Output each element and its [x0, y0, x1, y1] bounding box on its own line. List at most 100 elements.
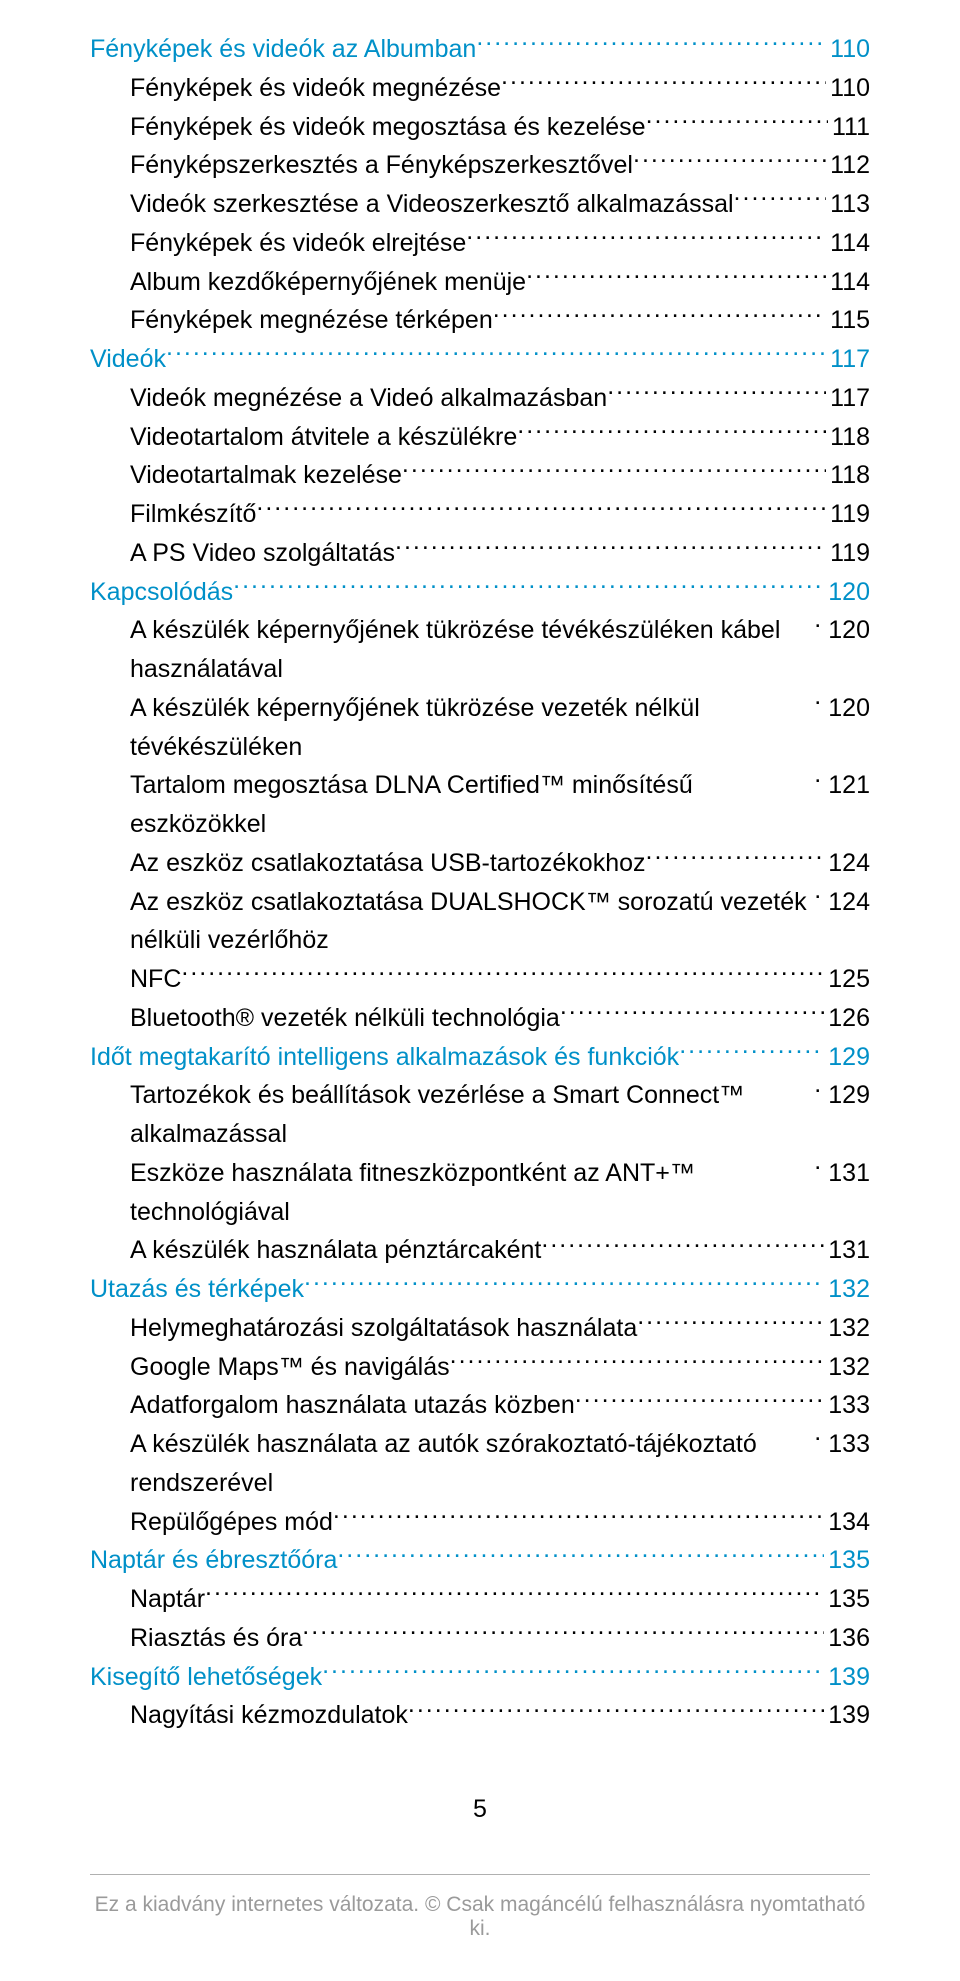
toc-leader-dots [302, 1621, 824, 1646]
toc-page-number: 121 [824, 766, 870, 805]
toc-page-number: 133 [824, 1386, 870, 1425]
toc-label: Helymeghatározási szolgáltatások használ… [130, 1309, 637, 1348]
toc-leader-dots [395, 536, 826, 561]
toc-sub-row: Repülőgépes mód134 [90, 1503, 870, 1542]
toc-page-number: 135 [824, 1580, 870, 1619]
toc-sub-row: Helymeghatározási szolgáltatások használ… [90, 1309, 870, 1348]
toc-sub-row: Videók szerkesztése a Videoszerkesztő al… [90, 185, 870, 224]
toc-label: Utazás és térképek [90, 1270, 304, 1309]
toc-page-number: 120 [824, 611, 870, 650]
toc-leader-dots [560, 1001, 824, 1026]
toc-leader-dots [256, 497, 826, 522]
toc-page-number: 110 [826, 30, 870, 69]
toc-leader-dots [814, 1078, 824, 1103]
toc-sub-row: A készülék használata az autók szórakozt… [90, 1425, 870, 1503]
toc-page-number: 124 [824, 883, 870, 922]
toc-leader-dots [181, 962, 824, 987]
toc-label: A PS Video szolgáltatás [130, 534, 395, 573]
toc-sub-row: Google Maps™ és navigálás132 [90, 1348, 870, 1387]
toc-label: Fényképek megnézése térképen [130, 301, 493, 340]
toc-label: Videók szerkesztése a Videoszerkesztő al… [130, 185, 734, 224]
toc-page-number: 131 [824, 1154, 870, 1193]
toc-sub-row: Riasztás és óra136 [90, 1619, 870, 1658]
toc-label: Riasztás és óra [130, 1619, 302, 1658]
toc-sub-row: A készülék képernyőjének tükrözése tévék… [90, 611, 870, 689]
toc-sub-row: Tartozékok és beállítások vezérlése a Sm… [90, 1076, 870, 1154]
toc-page-number: 135 [824, 1541, 870, 1580]
toc-page-number: 132 [824, 1348, 870, 1387]
toc-leader-dots [646, 846, 825, 871]
toc-section-row: Naptár és ébresztőóra135 [90, 1541, 870, 1580]
toc-leader-dots [814, 1427, 824, 1452]
toc-label: Videók megnézése a Videó alkalmazásban [130, 379, 607, 418]
toc-page-number: 118 [826, 456, 870, 495]
toc-label: Bluetooth® vezeték nélküli technológia [130, 999, 560, 1038]
toc-label: Tartozékok és beállítások vezérlése a Sm… [130, 1076, 814, 1154]
toc-page-number: 131 [824, 1231, 870, 1270]
toc-label: Eszköze használata fitneszközpontként az… [130, 1154, 814, 1232]
toc-sub-row: A készülék használata pénztárcaként 131 [90, 1231, 870, 1270]
toc-label: Videotartalom átvitele a készülékre [130, 418, 517, 457]
toc-leader-dots [408, 1698, 824, 1723]
footer-divider [90, 1874, 870, 1875]
toc-label: Nagyítási kézmozdulatok [130, 1696, 408, 1735]
toc-sub-row: NFC 125 [90, 960, 870, 999]
toc-leader-dots [233, 575, 824, 600]
toc-sub-row: Adatforgalom használata utazás közben133 [90, 1386, 870, 1425]
toc-sub-row: Tartalom megosztása DLNA Certified™ minő… [90, 766, 870, 844]
toc-label: Repülőgépes mód [130, 1503, 333, 1542]
table-of-contents: Fényképek és videók az Albumban110Fényké… [90, 30, 870, 1735]
toc-leader-dots [333, 1505, 824, 1530]
toc-page-number: 114 [826, 263, 870, 302]
toc-leader-dots [814, 885, 824, 910]
toc-page-number: 113 [826, 185, 870, 224]
toc-label: Tartalom megosztása DLNA Certified™ minő… [130, 766, 814, 844]
toc-leader-dots [322, 1660, 824, 1685]
toc-label: A készülék használata pénztárcaként [130, 1231, 541, 1270]
toc-label: Filmkészítő [130, 495, 256, 534]
page-number: 5 [90, 1795, 870, 1824]
toc-section-row: Kisegítő lehetőségek139 [90, 1658, 870, 1697]
toc-label: Az eszköz csatlakoztatása USB-tartozékok… [130, 844, 646, 883]
toc-page-number: 117 [826, 379, 870, 418]
toc-sub-row: Naptár135 [90, 1580, 870, 1619]
toc-sub-row: Videotartalom átvitele a készülékre118 [90, 418, 870, 457]
toc-leader-dots [517, 420, 826, 445]
toc-page-number: 114 [826, 224, 870, 263]
toc-page-number: 111 [828, 108, 870, 147]
toc-sub-row: Bluetooth® vezeték nélküli technológia 12… [90, 999, 870, 1038]
toc-section-row: Videók117 [90, 340, 870, 379]
toc-leader-dots [814, 768, 824, 793]
toc-page-number: 120 [824, 573, 870, 612]
toc-page-number: 125 [824, 960, 870, 999]
toc-label: Fényképek és videók megosztása és kezelé… [130, 108, 646, 147]
toc-page-number: 139 [824, 1696, 870, 1735]
toc-leader-dots [734, 187, 827, 212]
toc-label: Az eszköz csatlakoztatása DUALSHOCK™ sor… [130, 883, 814, 961]
toc-leader-dots [526, 265, 826, 290]
toc-leader-dots [633, 148, 826, 173]
toc-page-number: 139 [824, 1658, 870, 1697]
toc-label: NFC [130, 960, 181, 999]
toc-label: Fényképszerkesztés a Fényképszerkesztőve… [130, 146, 633, 185]
toc-label: A készülék képernyőjének tükrözése tévék… [130, 611, 814, 689]
toc-page-number: 115 [826, 301, 870, 340]
toc-leader-dots [205, 1582, 824, 1607]
toc-leader-dots [607, 381, 826, 406]
toc-page-number: 120 [824, 689, 870, 728]
toc-sub-row: A PS Video szolgáltatás119 [90, 534, 870, 573]
toc-leader-dots [541, 1233, 824, 1258]
toc-label: A készülék használata az autók szórakozt… [130, 1425, 814, 1503]
toc-sub-row: Fényképek és videók megosztása és kezelé… [90, 108, 870, 147]
toc-sub-row: A készülék képernyőjének tükrözése vezet… [90, 689, 870, 767]
toc-sub-row: Album kezdőképernyőjének menüje114 [90, 263, 870, 302]
toc-page-number: 110 [826, 69, 870, 108]
toc-page-number: 126 [824, 999, 870, 1038]
toc-sub-row: Fényképszerkesztés a Fényképszerkesztőve… [90, 146, 870, 185]
toc-leader-dots [501, 71, 826, 96]
toc-label: Videotartalmak kezelése [130, 456, 402, 495]
toc-sub-row: Az eszköz csatlakoztatása DUALSHOCK™ sor… [90, 883, 870, 961]
toc-leader-dots [304, 1272, 824, 1297]
toc-sub-row: Videotartalmak kezelése 118 [90, 456, 870, 495]
toc-sub-row: Fényképek megnézése térképen 115 [90, 301, 870, 340]
